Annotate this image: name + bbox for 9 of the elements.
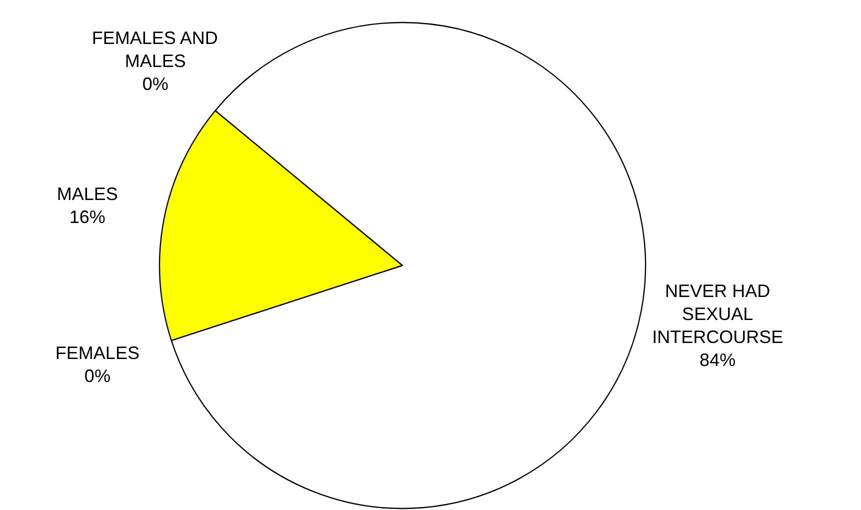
data-label: 84% — [700, 350, 736, 370]
slice-label: NEVER HAD SEXUAL INTERCOURSE — [652, 281, 784, 348]
text: 0% — [84, 366, 110, 386]
slice-label: MALES — [124, 51, 186, 72]
data-label: 16% — [69, 206, 106, 227]
slice-label: MALES — [56, 184, 118, 204]
category-label: FEMALES — [55, 343, 140, 364]
text: 0% — [142, 74, 168, 94]
category-label: FEMALES AND — [92, 28, 218, 48]
